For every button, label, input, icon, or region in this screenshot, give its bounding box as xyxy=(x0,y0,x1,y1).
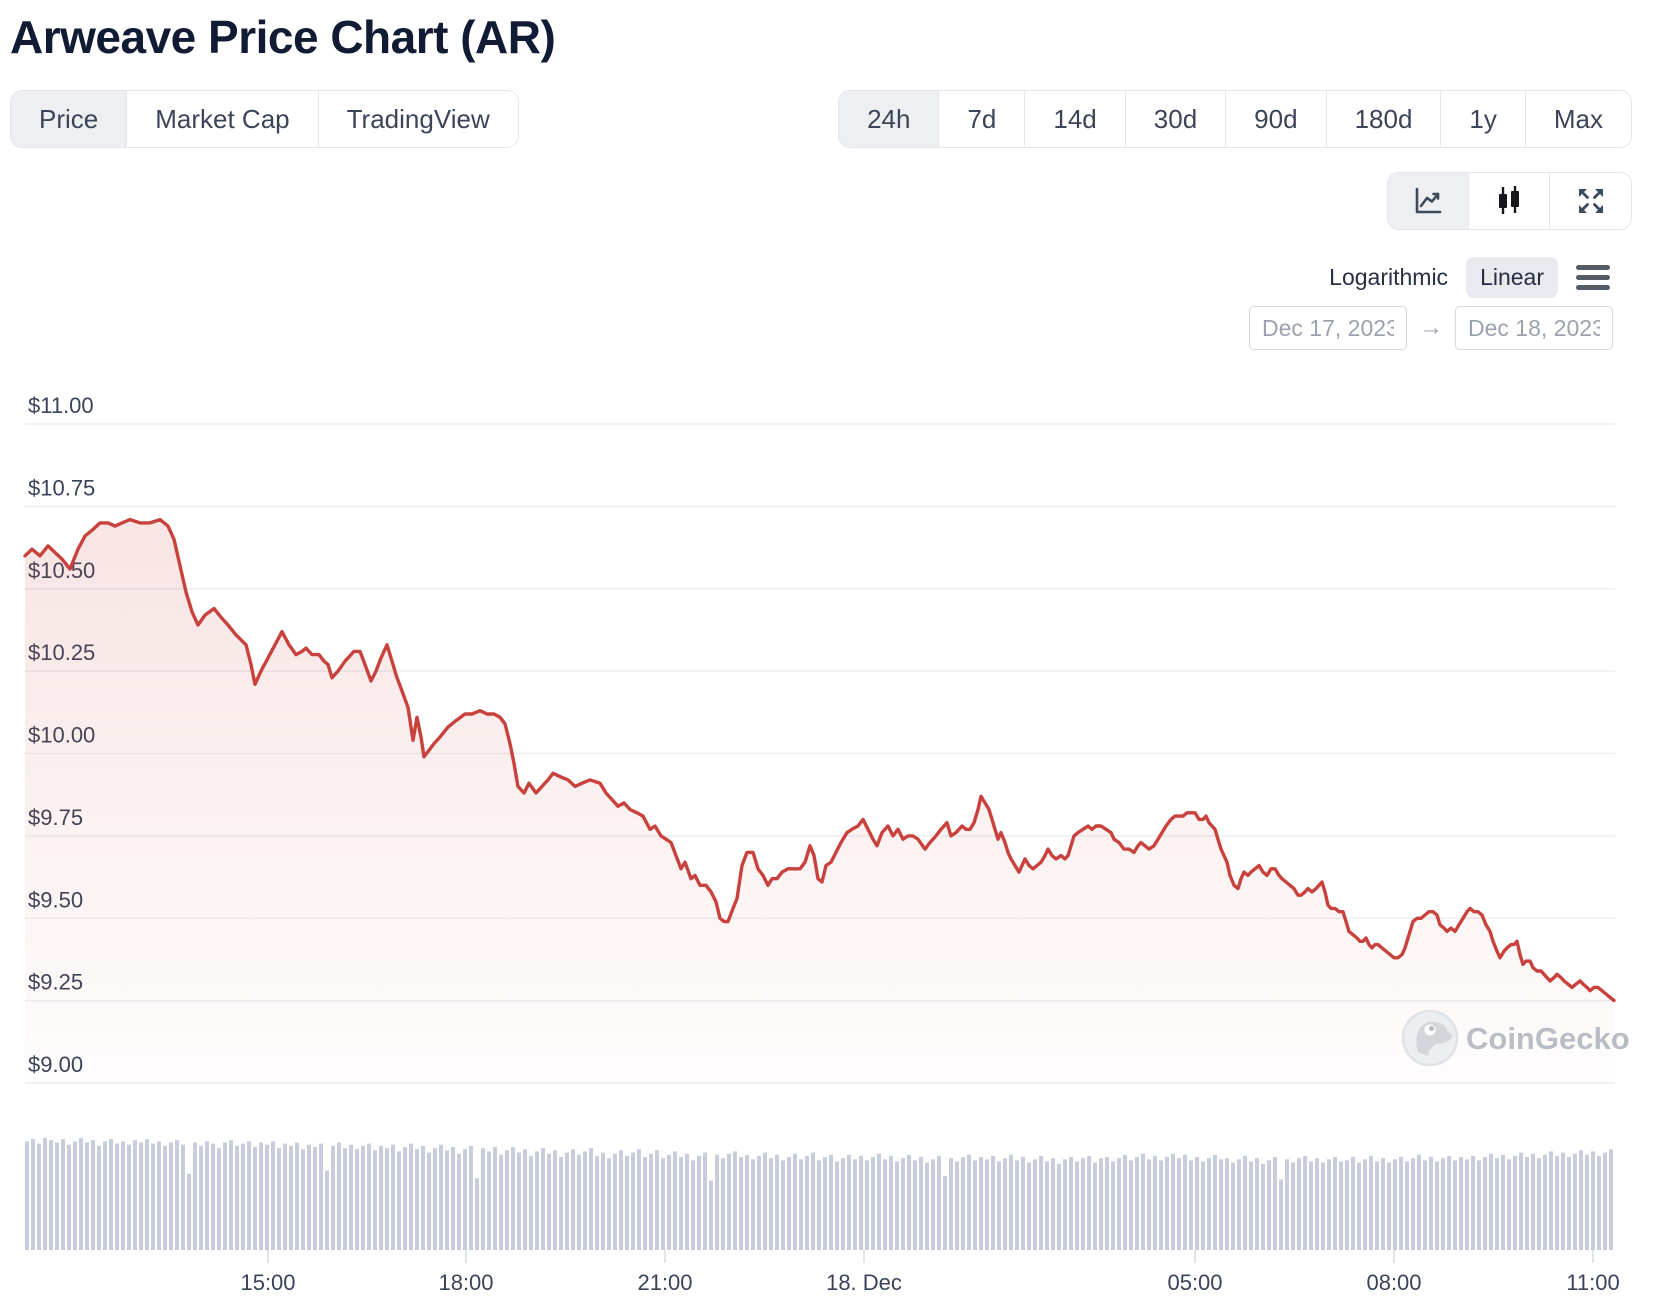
y-axis-label: $11.00 xyxy=(28,393,94,418)
date-range: → xyxy=(1249,306,1613,350)
x-axis-label: 08:00 xyxy=(1366,1270,1421,1295)
scale-linear[interactable]: Linear xyxy=(1466,256,1558,298)
hamburger-icon xyxy=(1576,264,1610,270)
tab-tradingview[interactable]: TradingView xyxy=(318,91,518,147)
line-chart-button[interactable] xyxy=(1388,173,1469,229)
y-axis-label: $10.75 xyxy=(28,475,95,500)
chart-menu-button[interactable] xyxy=(1576,264,1610,290)
date-from-input[interactable] xyxy=(1249,306,1407,350)
line-chart-icon xyxy=(1415,187,1442,214)
view-tabs: Price Market Cap TradingView xyxy=(10,90,519,148)
range-14d[interactable]: 14d xyxy=(1025,91,1126,147)
candlestick-chart-button[interactable] xyxy=(1469,173,1550,229)
volume-bars xyxy=(25,1138,1613,1250)
fullscreen-button[interactable] xyxy=(1550,173,1631,229)
range-30d[interactable]: 30d xyxy=(1125,91,1227,147)
range-180d[interactable]: 180d xyxy=(1326,91,1442,147)
x-axis-label: 11:00 xyxy=(1566,1270,1619,1295)
coingecko-watermark-text: CoinGecko xyxy=(1466,1021,1630,1056)
range-90d[interactable]: 90d xyxy=(1226,91,1327,147)
x-axis-label: 18:00 xyxy=(438,1270,493,1295)
page-title: Arweave Price Chart (AR) xyxy=(10,11,556,63)
range-1y[interactable]: 1y xyxy=(1441,91,1526,147)
date-to-input[interactable] xyxy=(1455,306,1613,350)
range-24h[interactable]: 24h xyxy=(839,91,940,147)
chart-type-selector xyxy=(1387,172,1632,230)
x-axis-label: 05:00 xyxy=(1167,1270,1222,1295)
coingecko-watermark: CoinGecko xyxy=(1401,1009,1630,1067)
price-area-fill xyxy=(25,519,1615,1085)
time-range-selector: 24h 7d 14d 30d 90d 180d 1y Max xyxy=(838,90,1632,148)
scale-toggle: Logarithmic Linear xyxy=(1329,256,1610,298)
tab-price[interactable]: Price xyxy=(11,91,128,147)
fullscreen-icon xyxy=(1578,189,1603,213)
x-axis-label: 21:00 xyxy=(637,1270,692,1295)
date-arrow-icon: → xyxy=(1419,314,1443,341)
x-axis-label: 18. Dec xyxy=(826,1270,902,1295)
tab-market-cap[interactable]: Market Cap xyxy=(127,91,319,147)
range-7d[interactable]: 7d xyxy=(939,91,1026,147)
range-max[interactable]: Max xyxy=(1525,91,1631,147)
x-axis-label: 15:00 xyxy=(240,1270,295,1295)
candlestick-icon xyxy=(1499,186,1519,214)
price-line xyxy=(23,517,1616,1003)
scale-logarithmic[interactable]: Logarithmic xyxy=(1329,263,1449,290)
